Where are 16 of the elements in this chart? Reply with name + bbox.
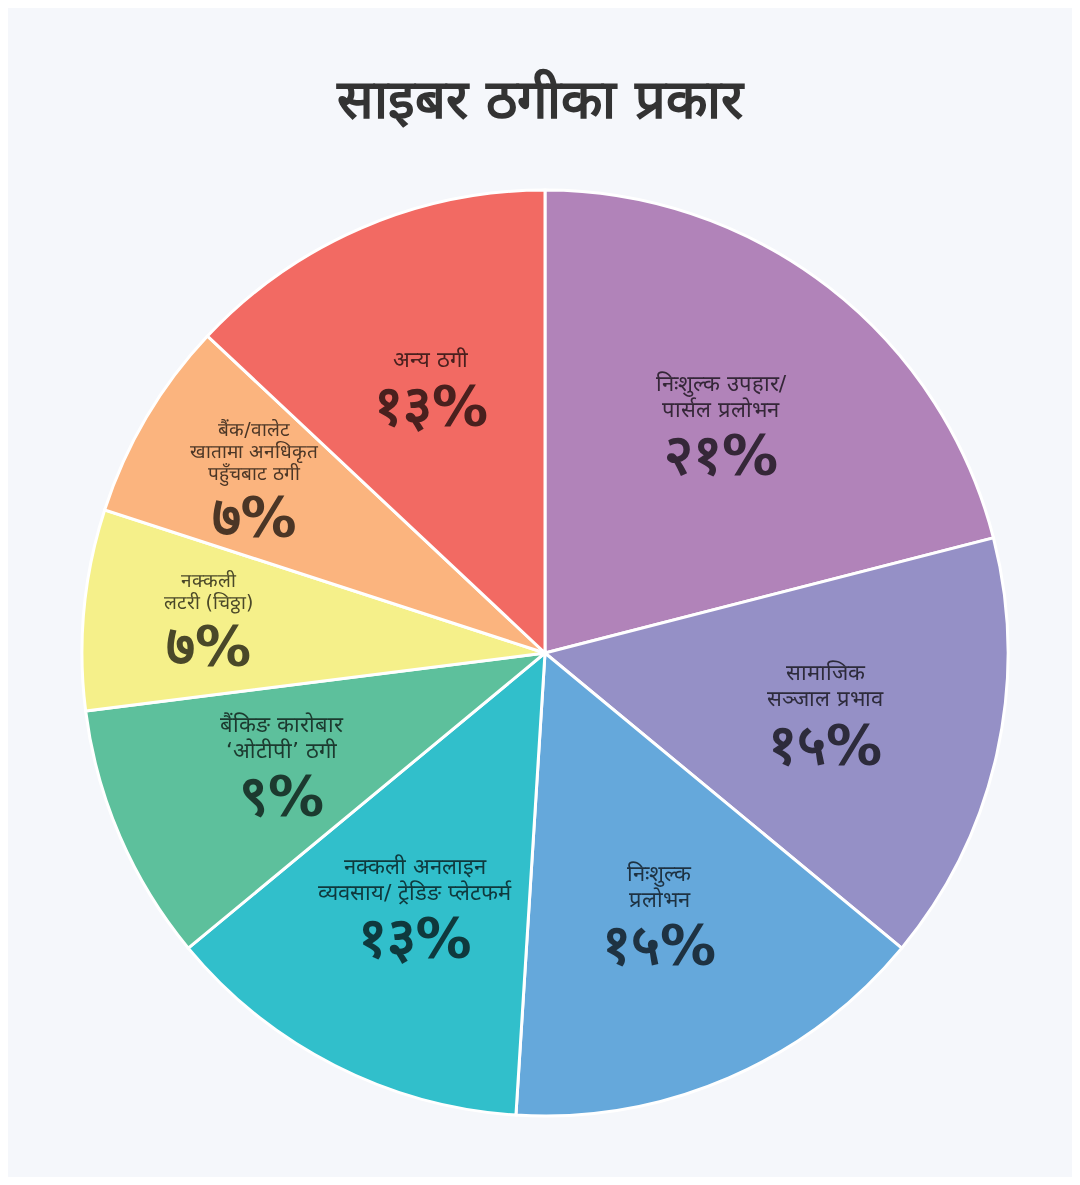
slice-label: निःशुल्क उपहार/ पार्सल प्रलोभन — [655, 370, 787, 422]
data-label: १३% — [373, 372, 489, 438]
data-label: १३% — [357, 904, 472, 970]
slice-label: निःशुल्क प्रलोभन — [627, 861, 693, 913]
slice-label: बैंक/वालेट खातामा अनधिकृत पहुँचबाट ठगी — [190, 417, 320, 484]
data-label: १५% — [768, 711, 883, 777]
slice-label: नक्कली अनलाइन व्यवसाय/ ट्रेडिङ प्लेटफर्म — [317, 853, 513, 905]
data-label: २१% — [663, 422, 778, 488]
data-label: ९% — [238, 763, 325, 829]
slice-label: अन्य ठगी — [393, 347, 469, 373]
slice-label: सामाजिक सञ्जाल प्रभाव — [767, 660, 885, 712]
data-label: १५% — [601, 912, 717, 978]
data-label: ७% — [165, 613, 252, 679]
chart-title: साइबर ठगीका प्रकार — [335, 67, 746, 133]
slice-label: बैंकिङ कारोबार ‘ओटीपी’ ठगी — [220, 711, 345, 763]
slice-label: नक्कली लटरी (चिठ्ठा) — [163, 568, 254, 614]
